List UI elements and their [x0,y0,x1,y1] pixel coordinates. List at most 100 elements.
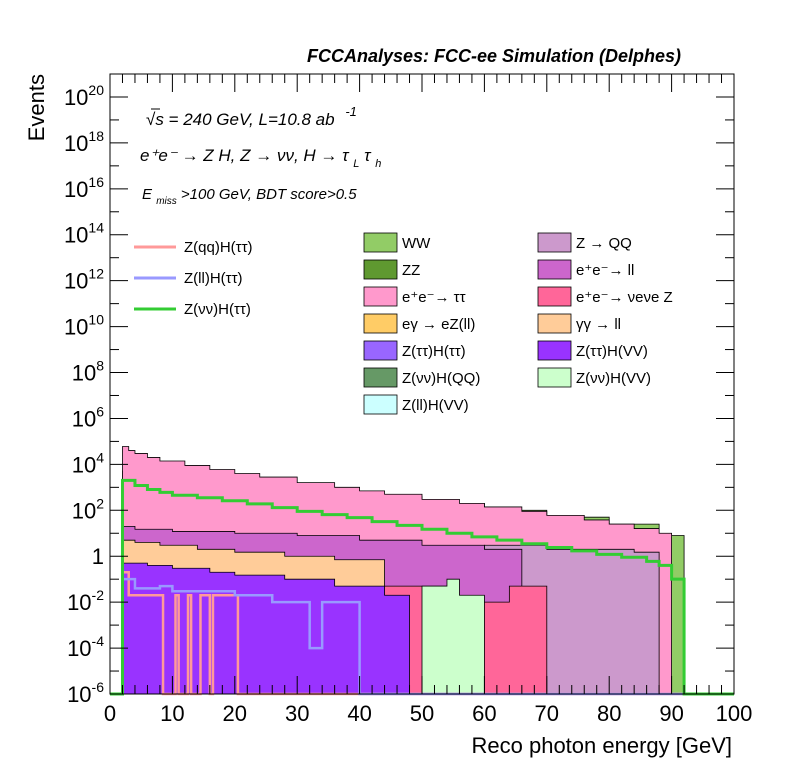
legend-fill-swatch [363,313,398,334]
y-tick-label: 1012 [64,266,104,294]
y-tick-exponent: 6 [96,403,104,419]
annotation-line2-sub2: h [375,158,381,170]
x-tick-label: 60 [472,701,496,726]
x-tick-label: 0 [104,701,116,726]
y-tick-exponent: 20 [88,82,104,98]
y-tick-exponent: 14 [88,220,104,236]
legend-fill-label: WW [402,235,431,252]
y-tick-label: 1010 [64,312,104,340]
y-tick-mantissa: 10 [67,682,91,707]
y-tick-exponent: 10 [88,312,104,328]
plot-area [110,446,734,696]
legend-line-label: Z(ll)H(ττ) [184,270,243,287]
annotation-energy-lumi: √s = 240 GeV, L=10.8 ab -1 [146,104,357,129]
legend-line-label: Z(qq)H(ττ) [184,239,253,256]
legend-fill-label: γγ → ll [576,316,621,333]
y-tick-mantissa: 10 [64,177,88,202]
legend-fill-label: e⁺e⁻→ νeνe Z [576,289,673,306]
annotation-line1-sup: -1 [345,104,357,119]
legend-fill-swatch [363,367,398,388]
annotation-line2-sub: L [353,158,359,170]
legend-fill-swatch [363,394,398,415]
series-z-h-vv [421,578,485,695]
legend-fill-label: Z(ll)H(VV) [402,397,469,414]
y-tick-mantissa: 10 [72,498,96,523]
legend-fill-swatch [363,286,398,307]
annotation-line2-end: τ [364,146,372,165]
chart-title: FCCAnalyses: FCC-ee Simulation (Delphes) [307,46,681,66]
line-z-h [110,478,734,696]
y-tick-exponent: 4 [96,449,104,465]
y-tick-exponent: -2 [92,587,105,603]
y-tick-mantissa: 10 [64,85,88,110]
legend-fill-label: Z(νν)H(QQ) [402,370,480,387]
y-tick-mantissa: 10 [64,131,88,156]
x-tick-label: 70 [535,701,559,726]
legend-fill-label: Z(ττ)H(VV) [576,343,648,360]
y-tick-mantissa: 10 [72,406,96,431]
y-tick-mantissa: 10 [72,361,96,386]
x-axis-label: Reco photon energy [GeV] [472,733,733,758]
y-tick-exponent: 8 [96,358,104,374]
y-tick-mantissa: 10 [67,590,91,615]
y-tick-exponent: 2 [96,495,104,511]
legend-fill-label: ZZ [402,262,420,279]
y-tick-mantissa: 10 [72,452,96,477]
legend-fill-swatch [363,259,398,280]
y-tick-label: 10-6 [67,679,104,707]
y-tick-label: 10-4 [67,633,104,661]
y-tick-mantissa: 10 [64,269,88,294]
annotation-process: e⁺e⁻ → Z H, Z → νν, H → τ L τ h [140,146,381,171]
line-z-ll-h [122,577,734,696]
x-tick-label: 90 [659,701,683,726]
legend-fill-swatch [537,367,572,388]
legend-fill-label: Z(ττ)H(ττ) [402,343,466,360]
y-tick-label: 108 [72,358,104,386]
annotation-line2: e⁺e⁻ → Z H, Z → νν, H → τ [140,146,350,165]
y-tick-mantissa: 10 [64,223,88,248]
legend-fill-swatch [537,286,572,307]
x-tick-label: 20 [223,701,247,726]
y-tick-label: 1 [92,544,104,569]
annotation-line3-pre: E [142,186,153,203]
y-axis-label: Events [24,74,49,141]
series-z-h-vv [122,562,410,695]
legend-fill-label: e⁺e⁻→ ll [576,262,634,279]
legend: Z(qq)H(ττ) Z(ll)H(ττ) Z(νν)H(ττ) WW ZZ e⁺e⁻→ … [134,232,673,415]
y-tick-exponent: -6 [92,679,105,695]
annotation-line3-sub: miss [156,196,177,207]
y-tick-label: 1016 [64,174,104,202]
legend-fill-swatch [537,313,572,334]
y-tick-mantissa: 10 [64,315,88,340]
y-tick-exponent: 18 [88,128,104,144]
line-z-qq-h [122,571,734,696]
annotation-line1: √s = 240 GeV, L=10.8 ab [146,110,335,129]
y-tick-label: 104 [72,449,104,477]
y-tick-exponent: -4 [92,633,105,649]
legend-fill-label: Z(νν)H(VV) [576,370,651,387]
x-tick-label: 100 [716,701,753,726]
legend-line-label: Z(νν)H(ττ) [184,301,251,318]
y-tick-mantissa: 10 [67,636,91,661]
y-tick-exponent: 16 [88,174,104,190]
y-tick-label: 102 [72,495,104,523]
x-tick-label: 10 [160,701,184,726]
annotation-line3-post: >100 GeV, BDT score>0.5 [181,186,357,203]
annotation-cuts: E miss >100 GeV, BDT score>0.5 [142,186,357,208]
y-tick-label: 1018 [64,128,104,156]
x-tick-label: 30 [285,701,309,726]
x-tick-label: 80 [597,701,621,726]
x-tick-label: 50 [410,701,434,726]
x-axis: 0 10 20 30 40 50 60 70 80 90 100 [104,74,752,726]
y-axis: 10-610-410-21102104106108101010121014101… [64,73,734,707]
legend-fill-swatch [537,340,572,361]
legend-fill-label: eγ → eZ(ll) [402,316,475,333]
y-tick-label: 1020 [64,82,104,110]
x-tick-label: 40 [347,701,371,726]
svg-text:√s = 240 GeV, L=10.8 ab: √s = 240 GeV, L=10.8 ab -1 [146,104,357,129]
y-tick-exponent: 12 [88,266,104,282]
legend-fill-swatch [363,340,398,361]
legend-fill-label: e⁺e⁻→ ττ [402,289,466,306]
legend-fill-swatch [537,259,572,280]
